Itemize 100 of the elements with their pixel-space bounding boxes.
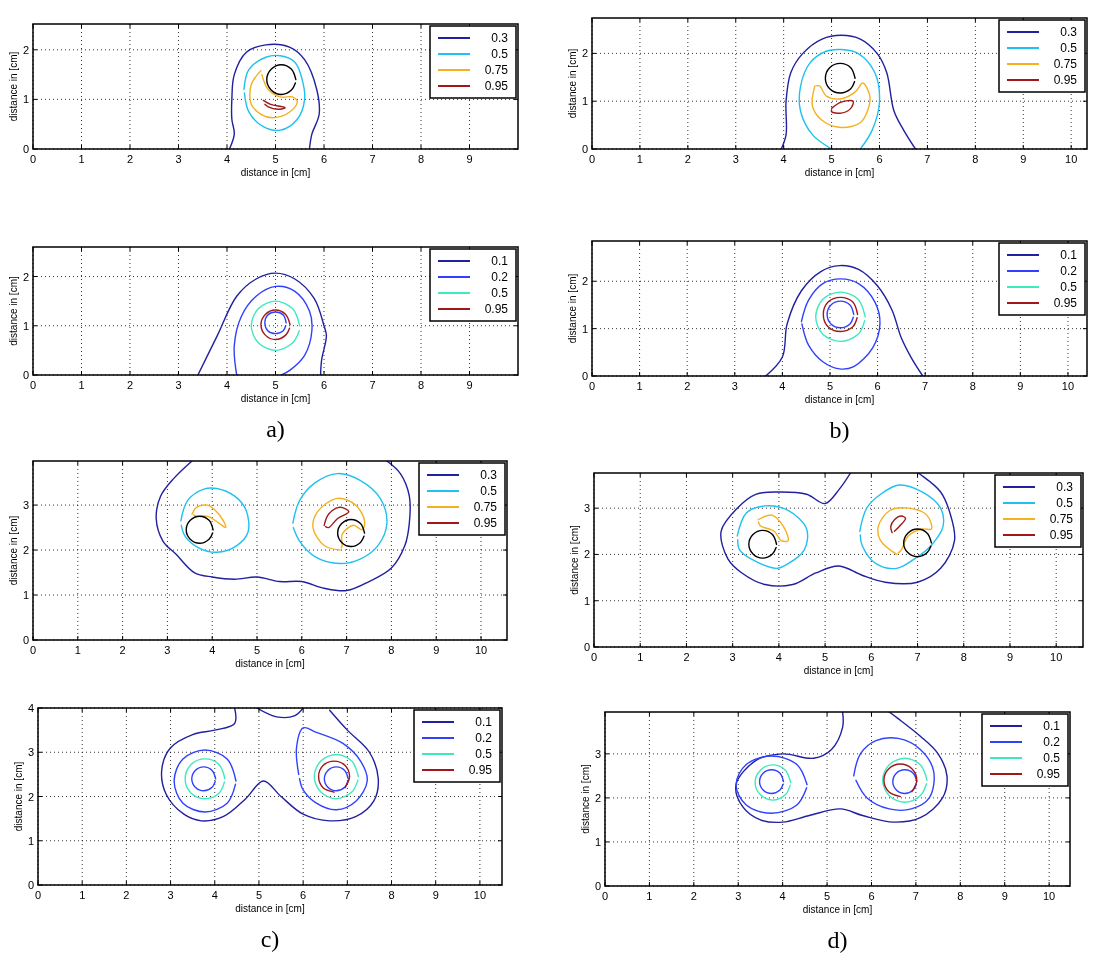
legend-label: 0.5 <box>1060 280 1078 294</box>
x-tick-label: 3 <box>167 889 174 901</box>
y-tick-label: 3 <box>583 502 590 515</box>
line-series <box>249 69 299 119</box>
x-tick-label: 4 <box>780 153 787 165</box>
x-tick-label: 2 <box>126 379 134 391</box>
x-tick-label: 4 <box>779 890 786 902</box>
legend-label: 0.5 <box>1043 751 1061 765</box>
x-tick-label: 10 <box>1065 153 1078 165</box>
y-axis-title: distance in [cm] <box>8 515 19 586</box>
line-series <box>735 712 948 824</box>
legend-label: 0.1 <box>491 254 509 268</box>
x-tick-label: 4 <box>779 380 786 392</box>
x-tick-label: 5 <box>822 651 829 663</box>
legend-label: 0.2 <box>475 731 493 745</box>
x-tick-label: 5 <box>826 380 834 392</box>
x-tick-label: 7 <box>343 644 350 656</box>
x-tick-label: 9 <box>432 889 439 901</box>
x-axis-title: distance in [cm] <box>804 167 875 178</box>
x-tick-label: 5 <box>824 890 831 902</box>
x-tick-label: 7 <box>369 379 376 391</box>
y-tick-label: 2 <box>27 790 34 803</box>
line-series <box>720 473 956 587</box>
y-tick-label: 3 <box>27 746 34 759</box>
y-tick-label: 1 <box>594 835 601 848</box>
line-series <box>780 34 917 149</box>
legend-label: 0.5 <box>475 747 493 761</box>
legend-label: 0.1 <box>1060 248 1078 262</box>
line-series <box>798 48 881 149</box>
y-tick-label: 2 <box>581 47 588 60</box>
y-tick-label: 2 <box>581 275 588 288</box>
line-series <box>883 763 918 798</box>
x-tick-label: 3 <box>735 890 742 902</box>
legend-label: 0.95 <box>473 516 498 530</box>
x-axis-title: distance in [cm] <box>803 665 874 676</box>
y-tick-label: 1 <box>581 95 588 108</box>
x-tick-label: 8 <box>957 890 964 902</box>
x-tick-label: 10 <box>1043 890 1056 902</box>
legend-label: 0.1 <box>475 715 493 729</box>
legend-label: 0.3 <box>491 31 509 45</box>
legend-label: 0.95 <box>1049 528 1074 542</box>
y-tick-label: 0 <box>22 143 29 155</box>
x-tick-label: 6 <box>320 153 328 165</box>
x-tick-label: 9 <box>466 153 473 165</box>
x-tick-label: 10 <box>1050 651 1063 663</box>
x-tick-label: 9 <box>1017 380 1024 392</box>
line-series <box>262 99 286 111</box>
x-tick-label: 5 <box>272 153 279 165</box>
legend-label: 0.75 <box>1049 512 1074 526</box>
y-tick-label: 3 <box>22 499 29 512</box>
line-series <box>155 461 411 592</box>
x-tick-label: 1 <box>637 651 644 663</box>
line-series <box>243 54 306 132</box>
x-tick-label: 8 <box>972 153 979 165</box>
x-tick-label: 1 <box>78 379 85 391</box>
y-tick-label: 1 <box>27 834 34 847</box>
legend-label: 0.2 <box>1043 735 1061 749</box>
y-tick-label: 0 <box>22 369 29 381</box>
x-tick-label: 1 <box>636 380 643 392</box>
x-tick-label: 5 <box>828 153 835 165</box>
y-tick-label: 0 <box>581 370 588 382</box>
line-series <box>890 515 907 534</box>
legend-label: 0.5 <box>1060 41 1078 55</box>
x-tick-label: 4 <box>211 889 218 901</box>
line-series <box>260 309 291 341</box>
y-tick-label: 1 <box>22 319 29 332</box>
y-axis-title: distance in [cm] <box>569 525 580 595</box>
x-tick-label: 1 <box>636 153 643 165</box>
y-tick-label: 2 <box>22 270 29 283</box>
legend-label: 0.3 <box>480 468 498 482</box>
line-series <box>323 506 350 529</box>
x-tick-label: 9 <box>1001 890 1008 902</box>
legend-label: 0.1 <box>1043 719 1061 733</box>
legend-label: 0.95 <box>468 763 493 777</box>
y-tick-label: 4 <box>27 702 34 714</box>
x-tick-label: 7 <box>912 890 919 902</box>
x-tick-label: 3 <box>175 379 182 391</box>
x-tick-label: 7 <box>922 380 929 392</box>
legend-label: 0.95 <box>484 302 509 316</box>
legend-label: 0.5 <box>1056 496 1074 510</box>
y-tick-label: 1 <box>583 594 590 607</box>
legend-label: 0.3 <box>1056 480 1074 494</box>
text: d) <box>827 927 848 953</box>
y-tick-label: 3 <box>594 747 601 760</box>
x-tick-label: 2 <box>684 153 691 165</box>
x-tick-label: 1 <box>78 153 85 165</box>
y-tick-label: 2 <box>22 43 29 56</box>
x-tick-label: 3 <box>175 153 182 165</box>
x-tick-label: 6 <box>874 380 881 392</box>
x-tick-label: 2 <box>684 380 691 392</box>
x-tick-label: 6 <box>300 889 307 901</box>
y-axis-title: distance in [cm] <box>567 48 578 119</box>
x-tick-label: 4 <box>775 651 782 663</box>
line-series <box>824 62 856 94</box>
x-tick-label: 2 <box>123 889 130 901</box>
x-tick-label: 6 <box>320 379 328 391</box>
x-axis-title: distance in [cm] <box>804 394 875 405</box>
x-tick-label: 8 <box>417 379 425 391</box>
legend-label: 0.75 <box>484 63 509 77</box>
y-axis-title: distance in [cm] <box>567 273 578 344</box>
